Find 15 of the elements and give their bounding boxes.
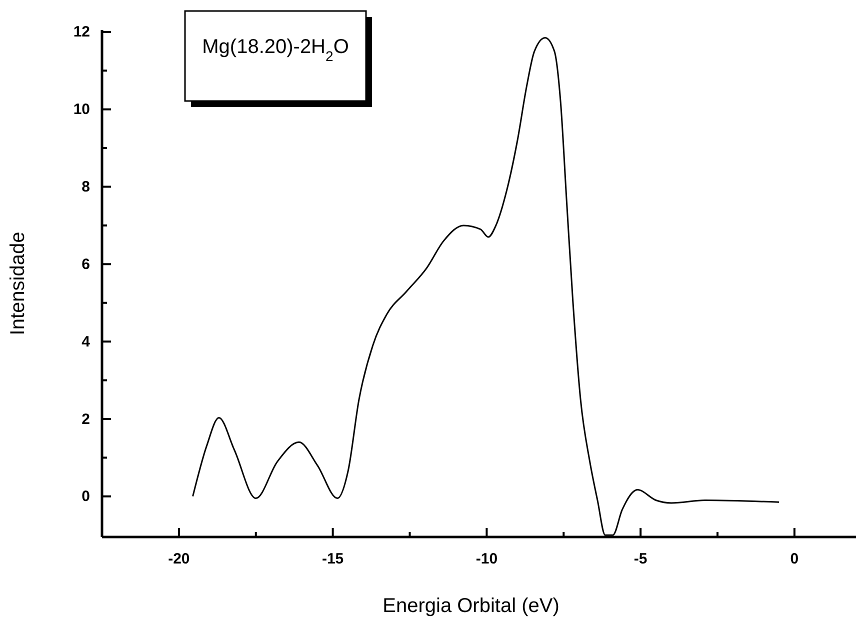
- x-tick-label: -5: [634, 550, 648, 568]
- y-tick-label: 6: [82, 256, 90, 273]
- x-tick-label: -20: [168, 550, 190, 568]
- x-tick-label: -15: [322, 550, 344, 568]
- y-tick-label: 10: [73, 101, 90, 118]
- y-tick-label: 12: [73, 24, 90, 41]
- y-tick-label: 0: [82, 488, 90, 506]
- y-axis-title: Intensidade: [7, 232, 29, 336]
- y-tick-label: 2: [82, 410, 90, 428]
- x-tick-label: -10: [476, 550, 498, 568]
- x-axis-title: Energia Orbital (eV): [382, 595, 560, 617]
- text: Mg(18.20)-2H$_{2}$O: [202, 36, 349, 64]
- y-tick-label: 8: [82, 178, 90, 196]
- x-tick-label: 0: [790, 550, 799, 568]
- y-tick-label: 4: [82, 333, 91, 350]
